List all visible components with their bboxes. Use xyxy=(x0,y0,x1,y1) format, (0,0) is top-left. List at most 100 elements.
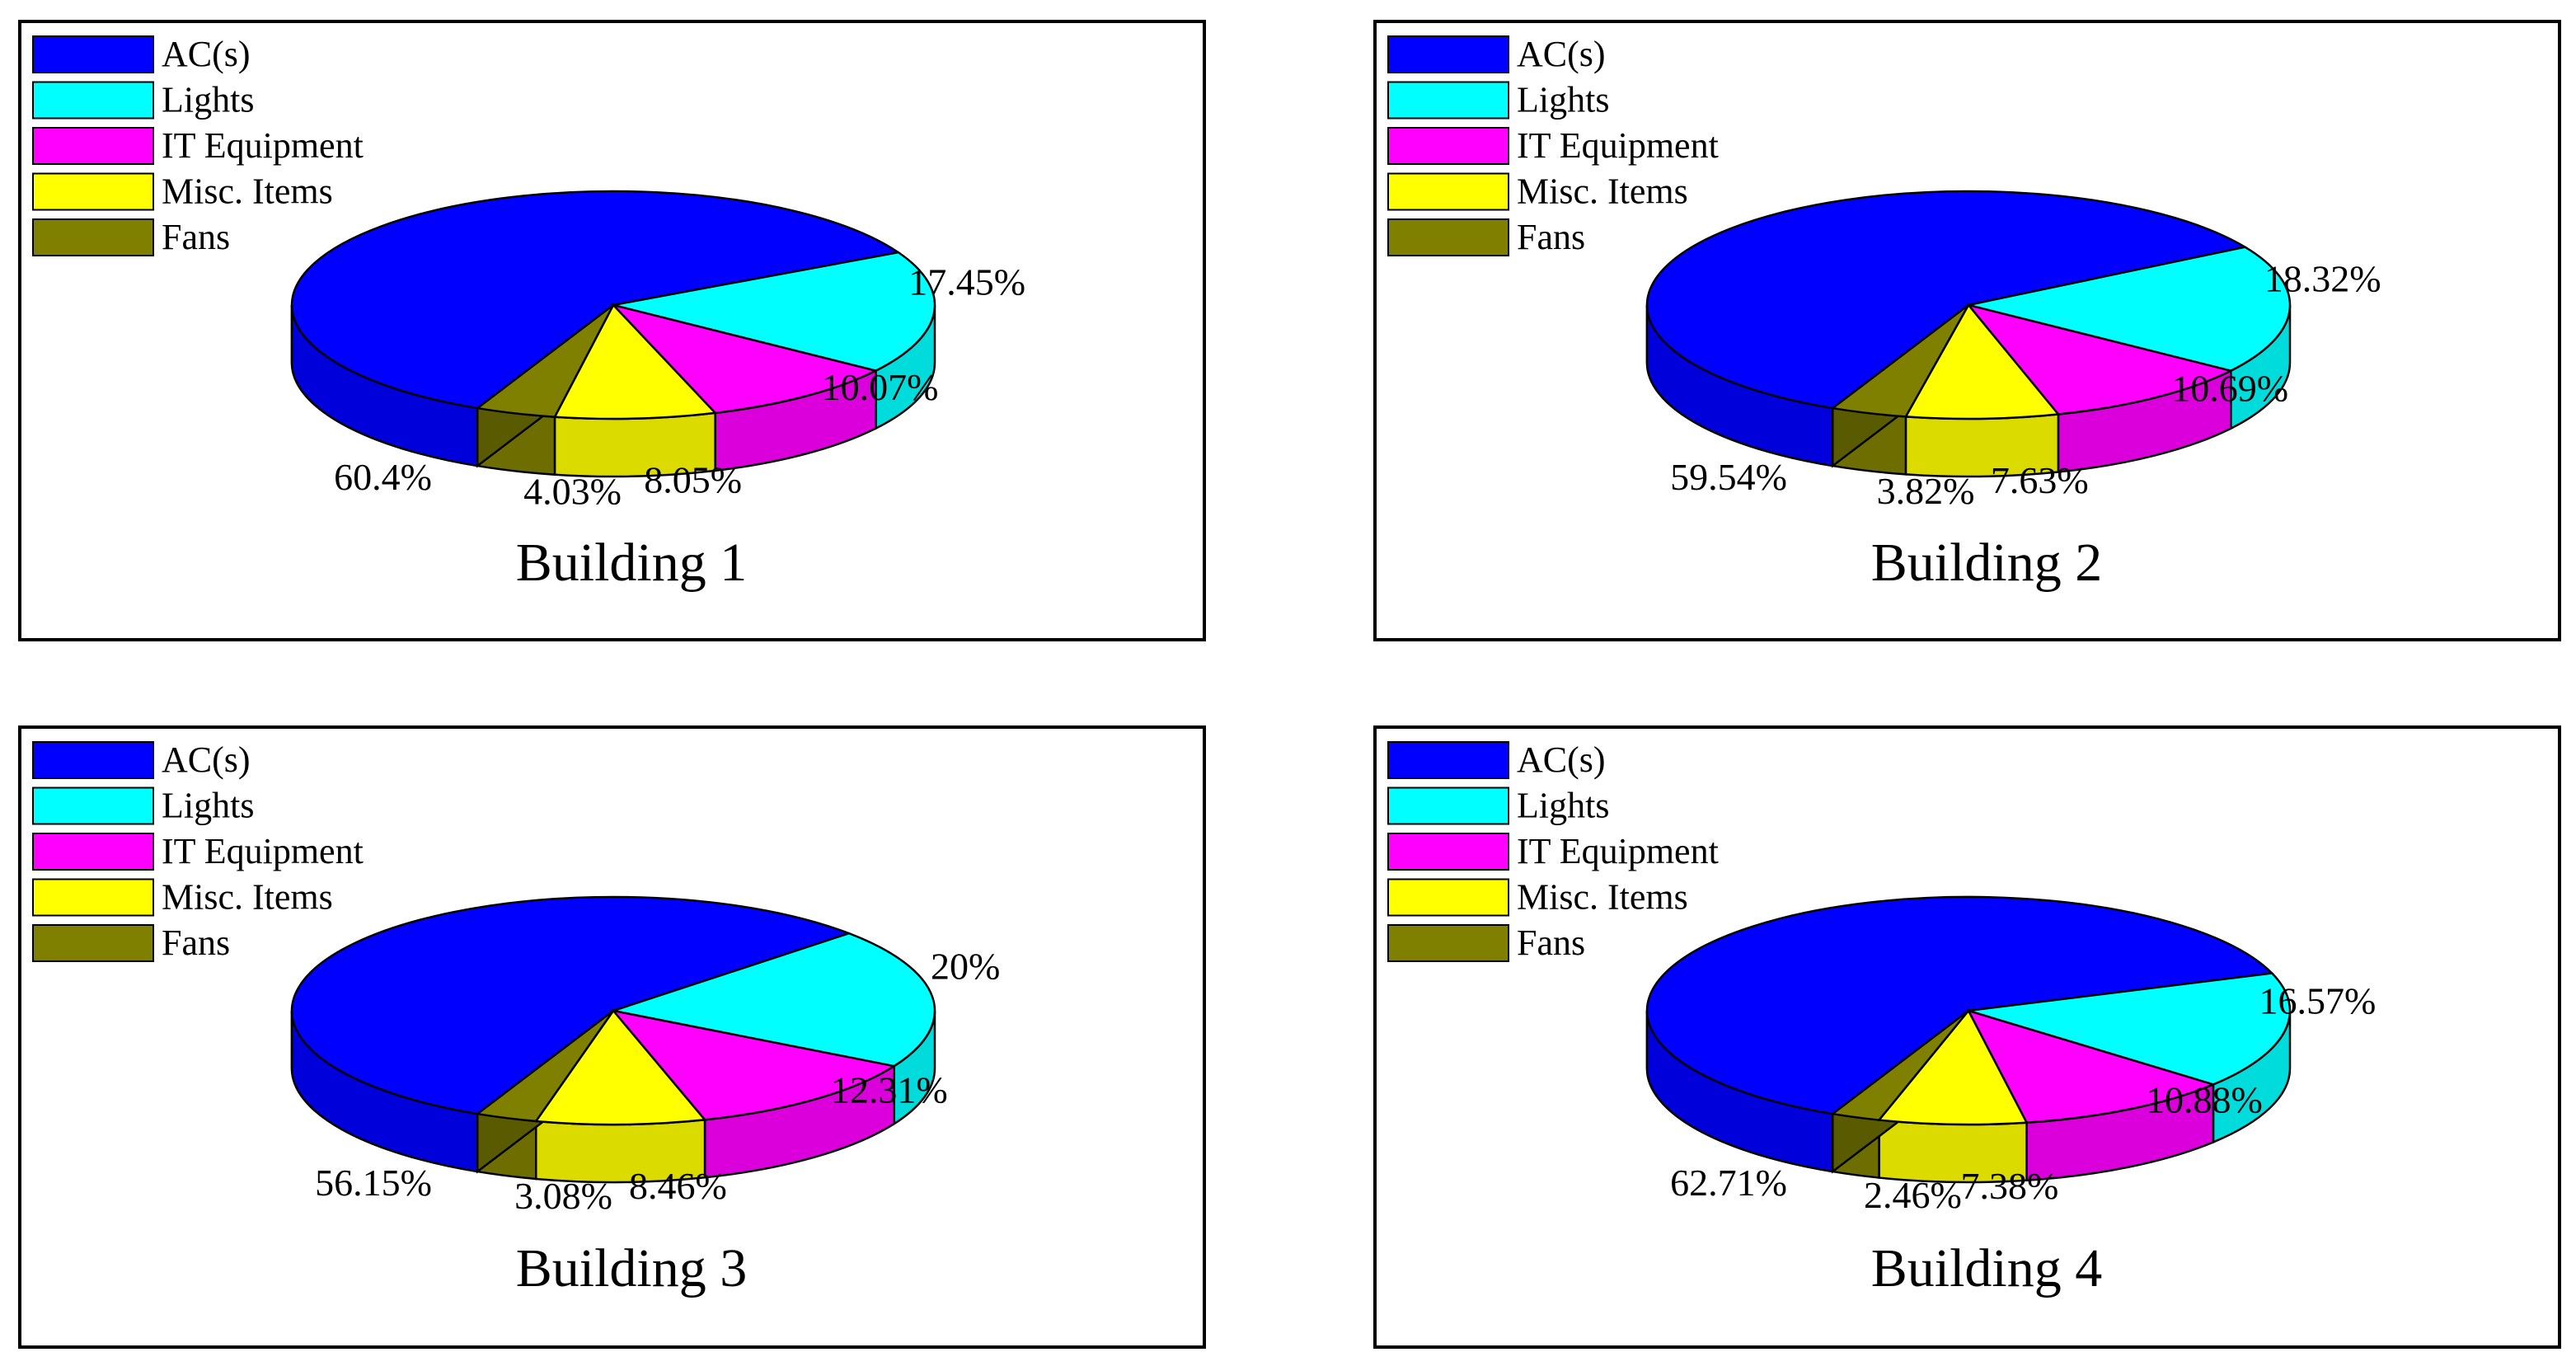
data-label-it-equipment: 10.69% xyxy=(2171,367,2288,409)
legend-swatch-lights xyxy=(32,81,154,120)
legend-label-fans: Fans xyxy=(1517,923,1585,963)
pie-slice-misc-items xyxy=(552,303,718,420)
chart-title: Building 4 xyxy=(1871,1238,2103,1298)
legend-label-lights: Lights xyxy=(162,80,254,120)
legend-label-ac: AC(s) xyxy=(162,34,251,74)
pie-slice-fans xyxy=(475,1010,615,1123)
chart-panel-building-1: 60.4% 17.45% 10.07% 8.05% 4.03% AC(s) Lights IT… xyxy=(18,20,1206,641)
legend-swatch-lights xyxy=(1387,786,1509,825)
pie-chart-building-3: 56.15% 20% 12.31% 8.46% 3.08% AC(s) Lights IT E… xyxy=(32,739,1000,1298)
legend-swatch-lights xyxy=(1387,81,1509,120)
legend-label-misc-items: Misc. Items xyxy=(1517,171,1688,212)
data-label-misc-items: 8.05% xyxy=(644,459,742,501)
pie-slice-lights xyxy=(1968,246,2292,373)
legend-swatch-it-equipment xyxy=(1387,127,1509,165)
data-label-misc-items: 7.63% xyxy=(1991,459,2089,501)
data-label-ac: 62.71% xyxy=(1670,1162,1787,1204)
data-label-lights: 17.45% xyxy=(908,261,1025,303)
legend-label-ac: AC(s) xyxy=(1517,34,1606,74)
pie-data-labels: 59.54% 18.32% 10.69% 7.63% 3.82% xyxy=(1670,258,2381,513)
pie-top-faces xyxy=(1645,895,2292,1126)
legend-label-misc-items: Misc. Items xyxy=(162,171,333,212)
legend-swatch-ac xyxy=(32,741,154,779)
legend-label-it-equipment: IT Equipment xyxy=(162,125,364,166)
data-label-fans: 2.46% xyxy=(1864,1174,1962,1216)
pie-chart-building-4: 62.71% 16.57% 10.88% 7.38%2.46% AC(s) Lights I… xyxy=(1387,739,2376,1298)
chart-title: Building 2 xyxy=(1871,533,2103,593)
legend-label-misc-items: Misc. Items xyxy=(1517,877,1688,918)
legend-swatch-misc-items xyxy=(1387,172,1509,211)
data-label-it-equipment: 10.88% xyxy=(2146,1079,2263,1121)
legend-swatch-ac xyxy=(32,35,154,73)
data-label-fans: 3.08% xyxy=(514,1175,612,1217)
pie-slice-it-equipment xyxy=(610,1009,897,1121)
pie-slice-fans xyxy=(1830,304,1970,418)
pie-slice-it-equipment xyxy=(610,303,880,415)
legend-swatch-ac xyxy=(1387,741,1509,779)
data-label-ac: 60.4% xyxy=(334,456,432,498)
data-label-lights: 18.32% xyxy=(2264,258,2381,300)
pie-slice-lights xyxy=(1968,972,2292,1086)
data-label-fans: 4.03% xyxy=(523,470,622,512)
legend-swatch-fans xyxy=(32,924,154,962)
pie-top-faces xyxy=(290,895,936,1126)
legend-swatch-misc-items xyxy=(1387,878,1509,917)
legend: AC(s) Lights IT Equipment Misc. Items Fans xyxy=(32,34,364,257)
legend-label-misc-items: Misc. Items xyxy=(162,877,333,918)
legend-label-it-equipment: IT Equipment xyxy=(1517,125,1719,166)
pie-chart-building-1: 60.4% 17.45% 10.07% 8.05% 4.03% AC(s) Lights IT… xyxy=(32,34,1025,593)
legend-swatch-lights xyxy=(32,786,154,825)
legend-swatch-it-equipment xyxy=(32,127,154,165)
legend-swatch-misc-items xyxy=(32,172,154,211)
data-label-lights: 20% xyxy=(931,946,1000,988)
legend-swatch-ac xyxy=(1387,35,1509,73)
data-label-fans: 3.82% xyxy=(1877,470,1975,512)
pie-data-labels: 56.15% 20% 12.31% 8.46% 3.08% xyxy=(315,946,1000,1218)
legend-label-fans: Fans xyxy=(162,217,230,257)
legend-label-ac: AC(s) xyxy=(162,739,251,780)
pie-data-labels: 62.71% 16.57% 10.88% 7.38%2.46% xyxy=(1670,979,2376,1216)
pie-slice-lights xyxy=(612,251,936,372)
legend-label-ac: AC(s) xyxy=(1517,739,1606,780)
legend-label-it-equipment: IT Equipment xyxy=(162,831,364,871)
legend-label-fans: Fans xyxy=(1517,217,1585,257)
pie-slice-ac xyxy=(1645,190,2248,410)
legend-label-it-equipment: IT Equipment xyxy=(1517,831,1719,871)
chart-title: Building 3 xyxy=(516,1238,748,1298)
legend-label-lights: Lights xyxy=(162,786,254,826)
data-label-lights: 16.57% xyxy=(2259,979,2376,1021)
legend-label-lights: Lights xyxy=(1517,786,1609,826)
legend-label-fans: Fans xyxy=(162,923,230,963)
pie-slice-ac xyxy=(290,895,852,1115)
chart-title: Building 1 xyxy=(516,533,748,593)
pie-slice-lights xyxy=(609,932,936,1068)
legend-swatch-misc-items xyxy=(32,878,154,917)
pie-top-faces xyxy=(1645,190,2292,420)
data-label-misc-items: 8.46% xyxy=(629,1165,727,1207)
chart-panel-building-3: 56.15% 20% 12.31% 8.46% 3.08% AC(s) Lights IT E… xyxy=(18,725,1206,1349)
legend-swatch-it-equipment xyxy=(1387,833,1509,871)
legend-swatch-it-equipment xyxy=(32,833,154,871)
legend-label-lights: Lights xyxy=(1517,80,1609,120)
legend: AC(s) Lights IT Equipment Misc. Items Fans xyxy=(1387,34,1719,257)
data-label-misc-items: 7.38% xyxy=(1961,1165,2059,1207)
data-label-ac: 56.15% xyxy=(315,1162,432,1204)
pie-slice-fans xyxy=(475,304,615,418)
pie-slice-misc-items xyxy=(1903,303,2061,420)
pie-slice-ac xyxy=(290,190,901,410)
chart-panel-building-4: 62.71% 16.57% 10.88% 7.38% 2.46% AC(s) Lights I… xyxy=(1373,725,2561,1349)
pie-slice-ac xyxy=(1645,895,2274,1115)
legend: AC(s) Lights IT Equipment Misc. Items Fans xyxy=(32,739,364,963)
pie-data-labels: 60.4% 17.45% 10.07% 8.05% 4.03% xyxy=(334,261,1025,512)
pie-slice-misc-items xyxy=(1877,1008,2029,1126)
data-label-ac: 59.54% xyxy=(1670,456,1787,498)
pie-top-faces xyxy=(290,190,936,420)
legend-swatch-fans xyxy=(32,218,154,256)
pie-slice-it-equipment xyxy=(1966,1008,2217,1125)
pie-chart-building-2: 59.54% 18.32% 10.69% 7.63% 3.82% AC(s) Lights I… xyxy=(1387,34,2381,593)
data-label-it-equipment: 10.07% xyxy=(822,366,939,408)
legend-swatch-fans xyxy=(1387,218,1509,256)
legend: AC(s) Lights IT Equipment Misc. Items Fans xyxy=(1387,739,1719,963)
pie-slice-misc-items xyxy=(533,1008,707,1126)
chart-panel-building-2: 59.54% 18.32% 10.69% 7.63% 3.82% AC(s) Lights I… xyxy=(1373,20,2561,641)
